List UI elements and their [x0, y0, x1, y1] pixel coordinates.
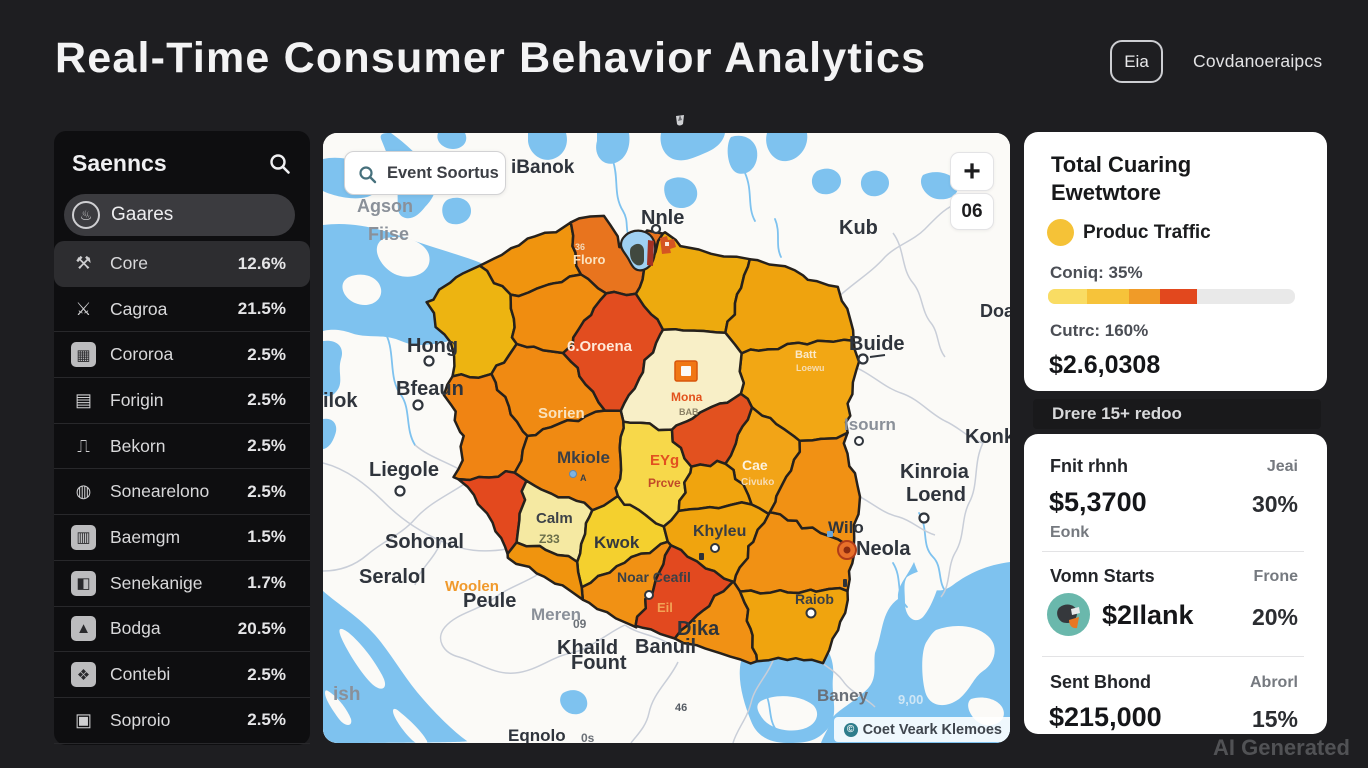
svg-text:Khyleu: Khyleu: [693, 523, 746, 540]
svg-text:Isourn: Isourn: [844, 415, 896, 434]
svg-text:Nnle: Nnle: [641, 207, 684, 229]
svg-text:Fount: Fount: [571, 652, 627, 674]
svg-text:Wilo: Wilo: [828, 518, 864, 537]
svg-text:Dika: Dika: [677, 618, 720, 640]
svg-text:Mkiole: Mkiole: [557, 448, 610, 467]
svg-text:Calm: Calm: [536, 510, 573, 527]
svg-text:Meren: Meren: [531, 605, 581, 624]
svg-text:Cae: Cae: [742, 457, 768, 473]
svg-text:Agson: Agson: [357, 196, 413, 216]
svg-text:Fiise: Fiise: [368, 224, 409, 244]
svg-text:Banuil: Banuil: [635, 636, 696, 658]
svg-text:9,00: 9,00: [898, 692, 923, 707]
svg-text:Floro: Floro: [573, 252, 606, 267]
svg-text:A: A: [580, 473, 587, 483]
svg-text:Sorien: Sorien: [538, 405, 585, 422]
svg-text:Baney: Baney: [817, 686, 869, 705]
svg-text:Konk: Konk: [965, 426, 1010, 448]
svg-text:Kinroia: Kinroia: [900, 461, 970, 483]
svg-text:Doa: Doa: [980, 301, 1010, 321]
svg-text:Sohonal: Sohonal: [385, 531, 464, 553]
svg-text:Kwok: Kwok: [594, 533, 640, 552]
svg-text:46: 46: [675, 702, 687, 714]
svg-text:09: 09: [573, 617, 587, 631]
svg-text:Prcve: Prcve: [648, 476, 681, 490]
svg-text:Z33: Z33: [539, 532, 560, 546]
svg-text:6.Oroena: 6.Oroena: [567, 338, 633, 355]
svg-text:Eqnolo: Eqnolo: [508, 726, 566, 743]
svg-text:Raiob: Raiob: [795, 591, 834, 607]
svg-text:Khaild: Khaild: [557, 637, 618, 659]
svg-text:Bfeaun: Bfeaun: [396, 378, 464, 400]
svg-text:ish: ish: [333, 684, 360, 705]
svg-text:Eil: Eil: [657, 600, 673, 615]
svg-text:Buide: Buide: [849, 333, 905, 355]
svg-text:Peule: Peule: [463, 590, 516, 612]
svg-text:Civuko: Civuko: [741, 477, 774, 488]
svg-text:EYg: EYg: [650, 452, 679, 469]
svg-text:Woolen: Woolen: [445, 578, 499, 595]
svg-text:Seralol: Seralol: [359, 566, 426, 588]
svg-text:iBanok: iBanok: [511, 157, 575, 178]
svg-text:Mona: Mona: [671, 390, 703, 404]
svg-text:Noar Ceafil: Noar Ceafil: [617, 569, 691, 585]
svg-text:Hong: Hong: [407, 335, 458, 357]
svg-text:Loend: Loend: [906, 484, 966, 506]
svg-text:36: 36: [575, 242, 585, 252]
svg-text:0s: 0s: [581, 731, 595, 743]
svg-text:Kub: Kub: [839, 217, 878, 239]
svg-text:Batt: Batt: [795, 349, 817, 361]
svg-text:ilok: ilok: [323, 390, 358, 412]
svg-text:Liegole: Liegole: [369, 459, 439, 481]
svg-text:Loewu: Loewu: [796, 363, 825, 373]
svg-text:BAB: BAB: [679, 407, 699, 417]
svg-text:Neola: Neola: [856, 538, 911, 560]
